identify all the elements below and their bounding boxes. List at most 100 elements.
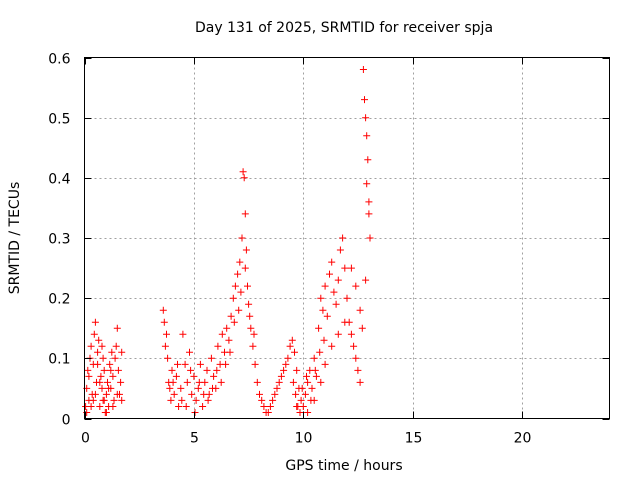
data-point: [328, 258, 336, 266]
data-point: [89, 396, 97, 404]
data-point: [105, 384, 113, 392]
data-point: [167, 396, 175, 404]
x-tick-label: 5: [190, 431, 199, 447]
data-point: [356, 306, 364, 314]
data-point: [352, 354, 360, 362]
data-point: [246, 312, 254, 320]
data-point: [365, 210, 373, 218]
data-point: [110, 396, 118, 404]
data-point: [308, 384, 316, 392]
data-point: [218, 330, 226, 338]
data-point: [273, 384, 281, 392]
data-point: [106, 360, 114, 368]
data-point: [100, 366, 108, 374]
data-point: [161, 342, 169, 350]
data-point: [249, 342, 257, 350]
data-point: [291, 348, 298, 356]
data-point: [307, 396, 315, 404]
data-point: [352, 282, 360, 290]
data-point: [241, 264, 249, 272]
data-point: [231, 282, 239, 290]
data-point: [244, 282, 251, 290]
data-point: [315, 324, 323, 332]
data-point: [245, 300, 253, 308]
data-point: [239, 168, 247, 176]
data-point: [84, 366, 92, 374]
data-point: [213, 366, 221, 374]
data-point: [217, 378, 225, 386]
data-point: [328, 342, 336, 350]
data-point: [356, 378, 364, 386]
x-tick-label: 0: [81, 431, 90, 447]
data-point: [91, 390, 99, 398]
data-point: [118, 348, 126, 356]
data-point: [363, 132, 371, 140]
x-axis-label: GPS time / hours: [285, 458, 402, 474]
data-point: [222, 360, 230, 368]
data-point: [182, 403, 190, 410]
data-point: [204, 396, 212, 404]
data-point: [199, 403, 207, 410]
data-point: [323, 312, 331, 320]
data-point: [172, 372, 180, 380]
data-point: [236, 258, 244, 266]
data-point: [186, 348, 193, 356]
data-point: [284, 354, 292, 362]
data-point: [237, 288, 245, 296]
x-tick-label: 10: [295, 431, 313, 447]
axis-ticks: [84, 57, 610, 420]
data-point: [326, 270, 333, 278]
data-point: [87, 403, 95, 410]
data-point: [297, 396, 305, 404]
y-tick-label: 0.5: [48, 112, 70, 128]
data-point: [341, 264, 349, 272]
data-point: [96, 378, 104, 386]
data-point: [343, 294, 351, 302]
data-point: [178, 396, 186, 404]
data-point: [347, 330, 355, 338]
data-point: [190, 372, 198, 380]
data-point: [111, 354, 119, 362]
data-point: [304, 409, 312, 416]
data-point: [230, 318, 238, 326]
data-point: [321, 282, 329, 290]
data-point: [160, 318, 168, 326]
data-point: [203, 366, 211, 374]
data-point: [310, 354, 318, 362]
data-point: [301, 390, 309, 398]
data-point: [288, 336, 296, 344]
data-point: [104, 378, 111, 386]
data-point: [350, 342, 358, 350]
data-point: [223, 324, 231, 332]
data-point: [96, 403, 104, 410]
data-point: [277, 372, 285, 380]
data-point: [159, 306, 167, 314]
data-point: [194, 384, 202, 392]
data-point: [296, 409, 304, 416]
data-point: [164, 354, 172, 362]
data-point: [200, 390, 208, 398]
data-point: [311, 366, 319, 374]
y-axis-label: SRMTID / TECUs: [7, 182, 23, 295]
data-point: [97, 372, 105, 380]
data-point: [266, 403, 274, 410]
data-point: [292, 390, 300, 398]
data-point: [334, 330, 342, 338]
data-point: [108, 348, 116, 356]
y-tick-label: 0: [62, 413, 71, 429]
chart-title: Day 131 of 2025, SRMTID for receiver spj…: [195, 20, 493, 36]
data-point: [192, 396, 200, 404]
data-point: [209, 384, 216, 392]
data-point: [94, 348, 102, 356]
y-axis-tick-labels: 0 0.1 0.2 0.3 0.4 0.5 0.6: [48, 52, 70, 429]
data-point: [177, 384, 185, 392]
data-point: [187, 366, 195, 374]
data-point: [179, 330, 187, 338]
y-tick-label: 0.4: [48, 172, 70, 188]
data-point: [196, 360, 204, 368]
data-point: [320, 336, 328, 344]
data-point: [214, 342, 222, 350]
data-point: [91, 318, 99, 326]
